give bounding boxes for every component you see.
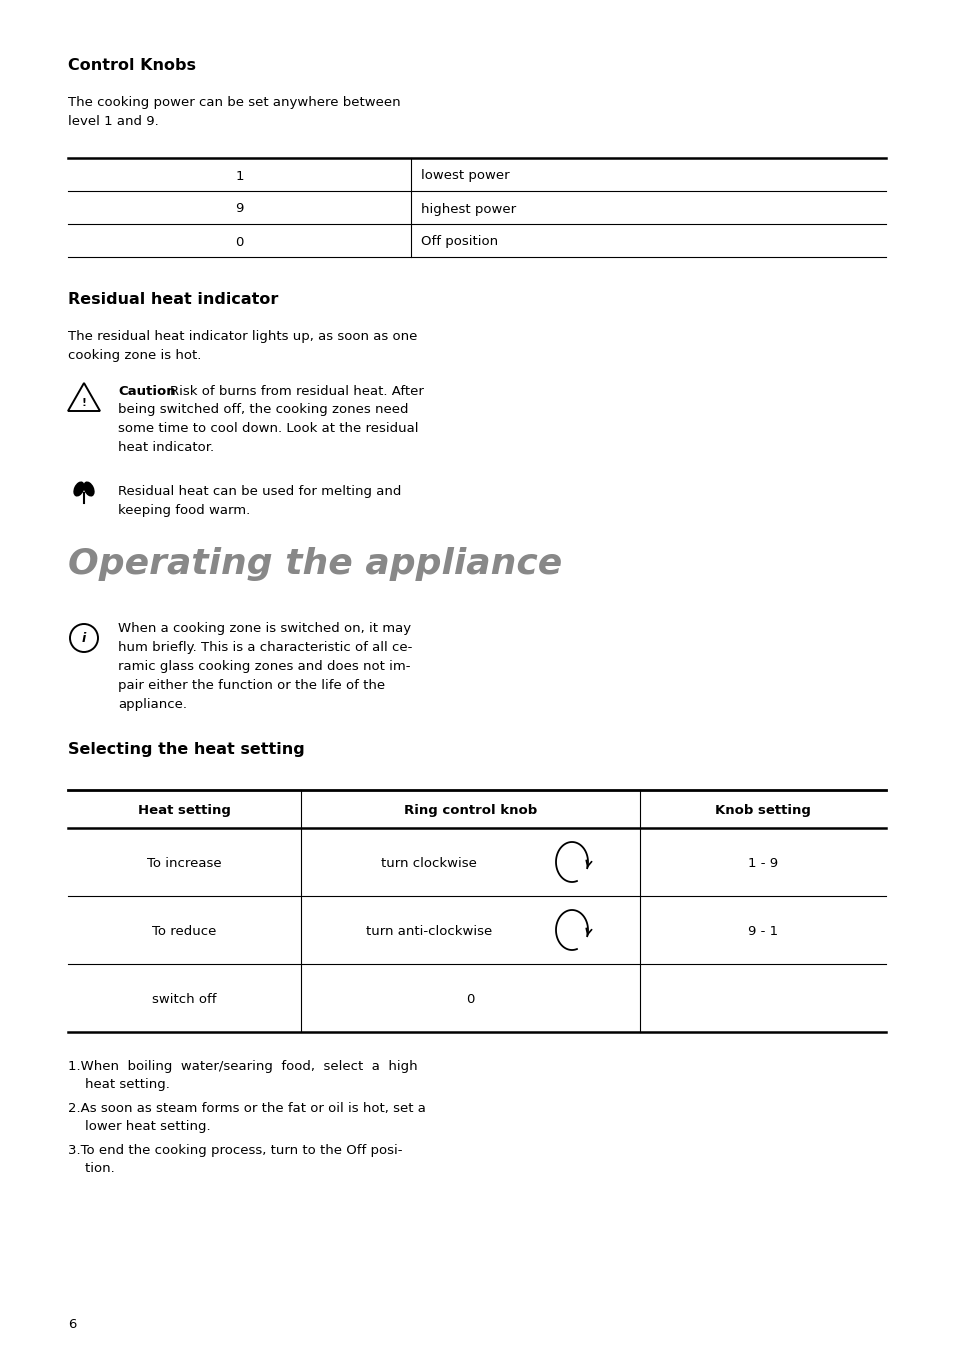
Text: Off position: Off position (420, 235, 497, 249)
Text: 0: 0 (235, 235, 243, 249)
Text: 1: 1 (235, 169, 244, 182)
Text: 9: 9 (235, 203, 243, 216)
Text: heat setting.: heat setting. (68, 1078, 170, 1092)
Text: The residual heat indicator lights up, as soon as one
cooking zone is hot.: The residual heat indicator lights up, a… (68, 330, 417, 362)
Text: 6: 6 (68, 1319, 76, 1331)
Ellipse shape (83, 481, 94, 497)
Text: Caution: Caution (118, 385, 175, 399)
Text: 9 - 1: 9 - 1 (747, 925, 778, 938)
Text: being switched off, the cooking zones need
some time to cool down. Look at the r: being switched off, the cooking zones ne… (118, 403, 418, 454)
Text: Ring control knob: Ring control knob (403, 804, 537, 817)
Text: 0: 0 (466, 993, 475, 1006)
Text: Heat setting: Heat setting (138, 804, 231, 817)
Text: When a cooking zone is switched on, it may
hum briefly. This is a characteristic: When a cooking zone is switched on, it m… (118, 621, 412, 711)
Text: Control Knobs: Control Knobs (68, 58, 195, 73)
Text: 3.To end the cooking process, turn to the Off posi-: 3.To end the cooking process, turn to th… (68, 1144, 402, 1156)
Text: Knob setting: Knob setting (715, 804, 810, 817)
Text: i: i (82, 631, 86, 644)
Text: Residual heat indicator: Residual heat indicator (68, 292, 278, 307)
Text: The cooking power can be set anywhere between
level 1 and 9.: The cooking power can be set anywhere be… (68, 96, 400, 128)
Text: Selecting the heat setting: Selecting the heat setting (68, 742, 304, 757)
Text: To increase: To increase (147, 857, 222, 870)
Text: turn clockwise: turn clockwise (380, 857, 476, 870)
Text: lowest power: lowest power (420, 169, 509, 182)
Text: Residual heat can be used for melting and
keeping food warm.: Residual heat can be used for melting an… (118, 485, 401, 517)
Text: turn anti-clockwise: turn anti-clockwise (366, 925, 492, 938)
Text: To reduce: To reduce (152, 925, 216, 938)
Text: 2.As soon as steam forms or the fat or oil is hot, set a: 2.As soon as steam forms or the fat or o… (68, 1102, 425, 1115)
Text: Operating the appliance: Operating the appliance (68, 547, 561, 581)
Text: 1 - 9: 1 - 9 (747, 857, 778, 870)
Text: Risk of burns from residual heat. After: Risk of burns from residual heat. After (170, 385, 423, 399)
Ellipse shape (73, 481, 85, 497)
Text: highest power: highest power (420, 203, 516, 216)
Text: 1.When  boiling  water/searing  food,  select  a  high: 1.When boiling water/searing food, selec… (68, 1061, 417, 1073)
Text: !: ! (81, 399, 87, 408)
Text: lower heat setting.: lower heat setting. (68, 1120, 211, 1133)
Text: tion.: tion. (68, 1162, 114, 1175)
Text: switch off: switch off (152, 993, 216, 1006)
